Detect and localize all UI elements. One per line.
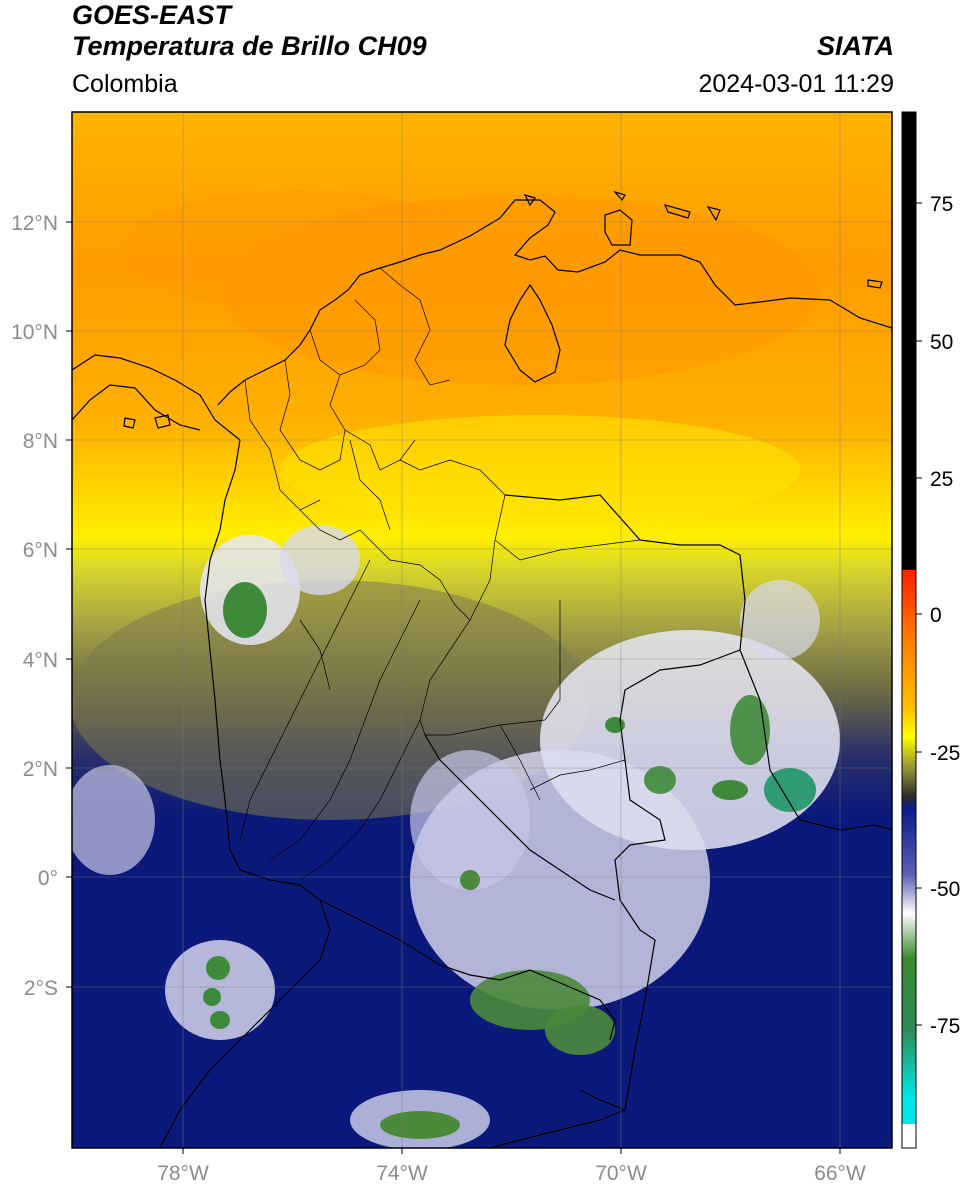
lat-label: 8°N	[23, 430, 58, 453]
axis-ticks	[66, 221, 841, 1154]
lat-label: 4°N	[23, 649, 58, 672]
colorbar-label: 25	[930, 468, 953, 491]
department-borders	[239, 267, 641, 881]
gridlines	[72, 112, 892, 1148]
country-borders	[72, 190, 892, 1148]
plot-frame	[71, 111, 893, 1149]
lat-label: 2°N	[23, 758, 58, 781]
lat-label: 12°N	[11, 212, 58, 235]
satellite-image	[72, 112, 892, 1148]
colorbar-label: 0	[930, 604, 942, 627]
colorbar-gradient	[902, 570, 916, 1124]
lat-label: 2°S	[24, 977, 58, 1000]
title-line2: Temperatura de Brillo CH09	[72, 31, 427, 61]
colorbar-label: -75	[930, 1015, 960, 1038]
agency-label: SIATA	[817, 31, 894, 61]
lon-label: 74°W	[376, 1162, 428, 1185]
lon-label: 78°W	[157, 1162, 209, 1185]
colorbar-frame	[901, 111, 917, 1149]
lon-label: 70°W	[595, 1162, 647, 1185]
lat-label: 10°N	[11, 321, 58, 344]
lat-label: 0°	[38, 867, 58, 890]
latitude-labels: 12°N 10°N 8°N 6°N 4°N 2°N 0° 2°S	[11, 212, 58, 1000]
colorbar-label: 75	[930, 193, 953, 216]
colorbar-label: 50	[930, 331, 953, 354]
datetime-label: 2024-03-01 11:29	[698, 70, 894, 98]
region-label: Colombia	[72, 70, 178, 98]
longitude-labels: 78°W 74°W 70°W 66°W	[157, 1162, 866, 1185]
colorbar-warm-segment	[902, 112, 916, 570]
colorbar-label: -50	[930, 878, 960, 901]
lon-label: 66°W	[814, 1162, 866, 1185]
colorbar-label: -25	[930, 742, 960, 765]
lat-label: 6°N	[23, 539, 58, 562]
title-line1: GOES-EAST	[72, 0, 232, 30]
colorbar-bottom-segment	[902, 1124, 916, 1148]
colorbar: 75 50 25 0 -25 -50 -75	[901, 111, 960, 1149]
